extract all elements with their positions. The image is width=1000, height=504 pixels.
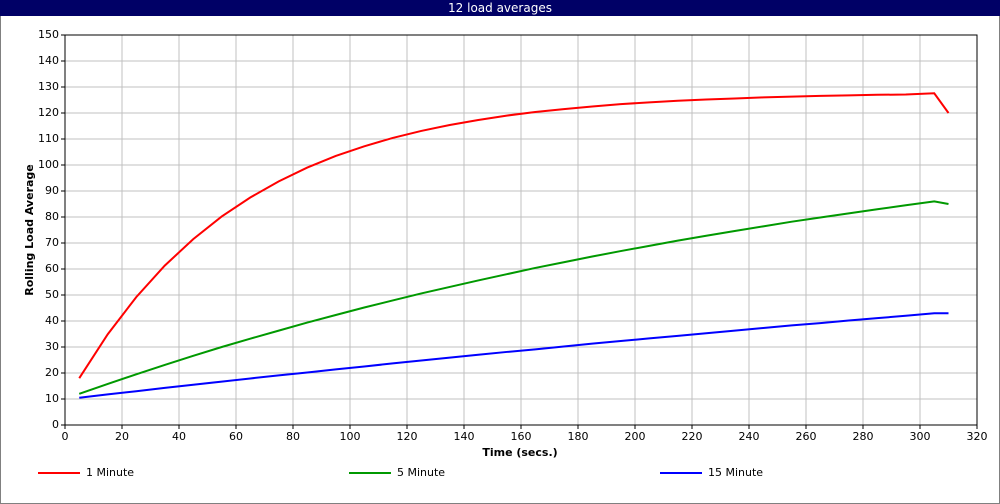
y-tick-label: 110: [38, 132, 59, 145]
y-tick-label: 120: [38, 106, 59, 119]
x-axis-title: Time (secs.): [482, 446, 557, 459]
y-tick-label: 130: [38, 80, 59, 93]
x-tick-label: 100: [340, 430, 361, 443]
x-tick-label: 180: [568, 430, 589, 443]
x-tick-label: 200: [625, 430, 646, 443]
y-tick-label: 90: [45, 184, 59, 197]
x-tick-label: 60: [229, 430, 243, 443]
y-tick-label: 40: [45, 314, 59, 327]
x-tick-label: 0: [62, 430, 69, 443]
x-tick-label: 220: [682, 430, 703, 443]
x-tick-label: 280: [853, 430, 874, 443]
x-tick-label: 120: [397, 430, 418, 443]
legend-label: 5 Minute: [397, 466, 445, 479]
y-tick-label: 30: [45, 340, 59, 353]
y-tick-label: 20: [45, 366, 59, 379]
x-tick-label: 140: [454, 430, 475, 443]
y-tick-label: 0: [52, 418, 59, 431]
series-line: [78, 200, 949, 395]
y-tick-label: 60: [45, 262, 59, 275]
y-axis-title: Rolling Load Average: [23, 164, 36, 296]
plot-border: [64, 34, 978, 426]
y-tick-label: 70: [45, 236, 59, 249]
x-tick-label: 320: [967, 430, 988, 443]
x-tick-label: 160: [511, 430, 532, 443]
x-tick-label: 260: [796, 430, 817, 443]
x-tick-label: 240: [739, 430, 760, 443]
legend-label: 1 Minute: [86, 466, 134, 479]
x-tick-label: 300: [910, 430, 931, 443]
y-tick-label: 80: [45, 210, 59, 223]
y-tick-label: 100: [38, 158, 59, 171]
y-tick-label: 50: [45, 288, 59, 301]
x-tick-label: 40: [172, 430, 186, 443]
title-bar: [0, 0, 1000, 16]
x-tick-label: 80: [286, 430, 300, 443]
series-line: [78, 92, 950, 379]
y-tick-label: 10: [45, 392, 59, 405]
chart-title: 12 load averages: [448, 1, 552, 15]
y-tick-label: 150: [38, 28, 59, 41]
legend-label: 15 Minute: [708, 466, 763, 479]
series-line: [79, 312, 949, 399]
x-tick-label: 20: [115, 430, 129, 443]
y-tick-label: 140: [38, 54, 59, 67]
